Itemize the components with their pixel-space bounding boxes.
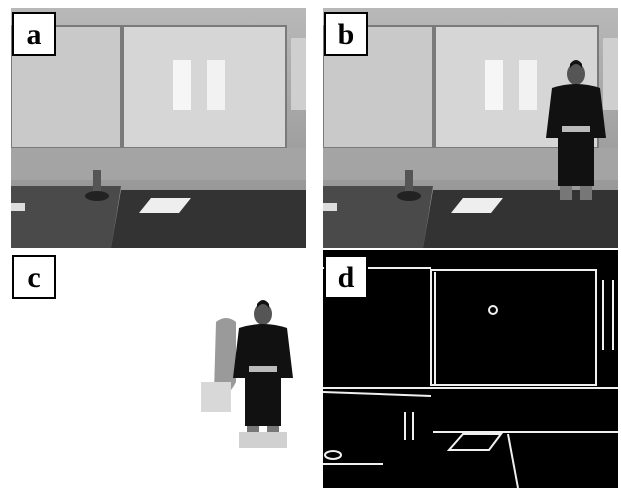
panel-label: d bbox=[338, 261, 355, 294]
page: a b c d (() => { const data = JSON.parse… bbox=[0, 0, 621, 489]
panel-label: c bbox=[27, 261, 40, 294]
figure: a b c d bbox=[0, 0, 621, 489]
panel-label: b bbox=[338, 18, 355, 51]
panel-label: a bbox=[27, 18, 42, 51]
